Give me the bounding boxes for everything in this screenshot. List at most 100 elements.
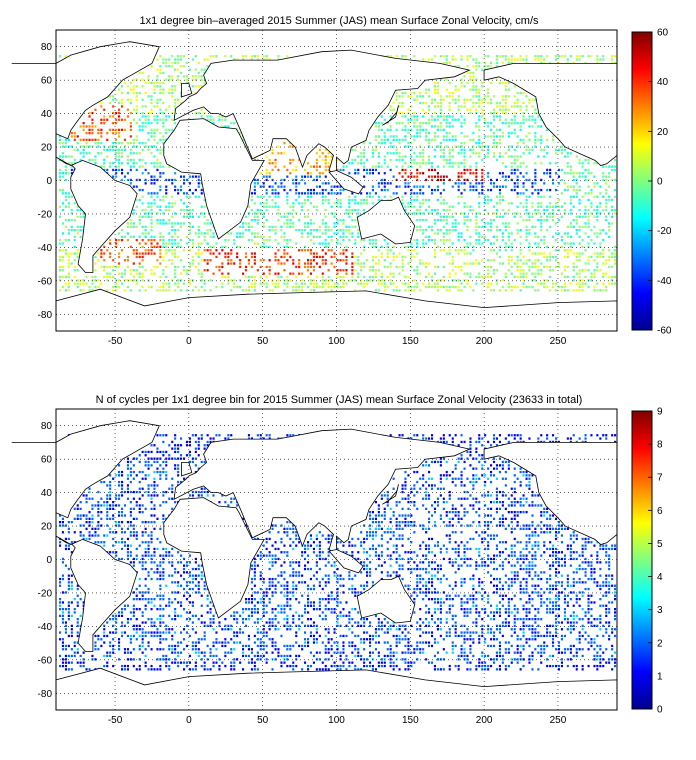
- data-cell: [410, 644, 413, 648]
- data-cell: [463, 239, 466, 242]
- data-cell: [457, 88, 460, 91]
- data-cell: [64, 145, 67, 148]
- data-cell: [389, 195, 392, 198]
- data-cell: [392, 259, 395, 262]
- data-cell: [596, 658, 599, 661]
- data-cell: [383, 182, 386, 185]
- data-cell: [315, 175, 318, 178]
- data-cell: [330, 285, 333, 289]
- data-cell: [516, 259, 519, 262]
- data-cell: [171, 65, 174, 68]
- data-cell: [233, 668, 236, 671]
- data-cell: [552, 654, 555, 658]
- data-cell: [188, 282, 191, 285]
- data-cell: [493, 115, 496, 118]
- data-cell: [94, 125, 97, 128]
- data-cell: [537, 58, 540, 61]
- data-cell: [525, 272, 528, 275]
- data-cell: [203, 664, 206, 668]
- data-cell: [106, 265, 109, 269]
- data-cell: [581, 245, 584, 248]
- data-cell: [457, 152, 460, 155]
- data-cell: [590, 212, 593, 215]
- data-cell: [292, 661, 295, 664]
- data-cell: [70, 624, 73, 627]
- data-cell: [439, 101, 442, 105]
- data-cell: [327, 648, 330, 651]
- data-cell: [304, 661, 307, 664]
- data-cell: [156, 205, 159, 208]
- data-cell: [88, 111, 91, 115]
- data-cell: [165, 624, 168, 627]
- data-cell: [602, 175, 605, 178]
- data-cell: [165, 61, 168, 65]
- data-cell: [171, 242, 174, 245]
- data-cell: [605, 648, 608, 651]
- data-cell: [360, 668, 363, 671]
- data-cell: [153, 202, 156, 205]
- data-cell: [286, 222, 289, 225]
- data-cell: [593, 275, 596, 279]
- data-cell: [439, 122, 442, 125]
- data-cell: [537, 259, 540, 262]
- data-cell: [274, 272, 277, 275]
- data-cell: [103, 641, 106, 644]
- data-cell: [522, 279, 525, 282]
- data-cell: [410, 158, 413, 162]
- data-cell: [168, 289, 171, 292]
- data-cell: [150, 272, 153, 275]
- data-cell: [546, 628, 549, 631]
- data-cell: [457, 252, 460, 255]
- data-cell: [283, 279, 286, 282]
- data-cell: [463, 631, 466, 634]
- data-cell: [330, 185, 333, 188]
- data-cell: [144, 229, 147, 232]
- data-cell: [569, 242, 572, 245]
- data-cell: [371, 188, 374, 192]
- data-cell: [262, 654, 265, 658]
- data-cell: [552, 644, 555, 648]
- data-cell: [537, 282, 540, 285]
- data-cell: [174, 98, 177, 101]
- data-cell: [593, 182, 596, 185]
- data-cell: [253, 255, 256, 259]
- data-cell: [159, 162, 162, 165]
- data-cell: [245, 265, 248, 269]
- data-cell: [138, 178, 141, 182]
- data-cell: [351, 255, 354, 259]
- data-cell: [439, 142, 442, 145]
- data-cell: [593, 641, 596, 644]
- data-cell: [572, 628, 575, 631]
- data-cell: [469, 165, 472, 168]
- data-cell: [239, 285, 242, 289]
- data-cell: [64, 275, 67, 279]
- data-cell: [336, 192, 339, 195]
- data-cell: [451, 95, 454, 98]
- data-cell: [206, 668, 209, 671]
- data-cell: [283, 185, 286, 188]
- data-cell: [439, 128, 442, 131]
- data-cell: [94, 648, 97, 651]
- data-cell: [245, 215, 248, 218]
- data-cell: [153, 145, 156, 148]
- data-cell: [357, 654, 360, 658]
- data-cell: [590, 644, 593, 648]
- data-cell: [413, 115, 416, 118]
- data-cell: [250, 252, 253, 255]
- data-cell: [333, 631, 336, 634]
- data-cell: [336, 229, 339, 232]
- data-cell: [73, 275, 76, 279]
- data-cell: [91, 275, 94, 279]
- data-cell: [386, 138, 389, 141]
- data-cell: [79, 152, 82, 155]
- data-cell: [97, 252, 100, 255]
- data-cell: [510, 162, 513, 165]
- data-cell: [324, 658, 327, 661]
- data-cell: [481, 172, 484, 175]
- data-cell: [557, 182, 560, 185]
- data-cell: [174, 648, 177, 651]
- data-cell: [153, 198, 156, 202]
- data-cell: [109, 95, 112, 98]
- data-cell: [318, 235, 321, 238]
- data-cell: [525, 239, 528, 242]
